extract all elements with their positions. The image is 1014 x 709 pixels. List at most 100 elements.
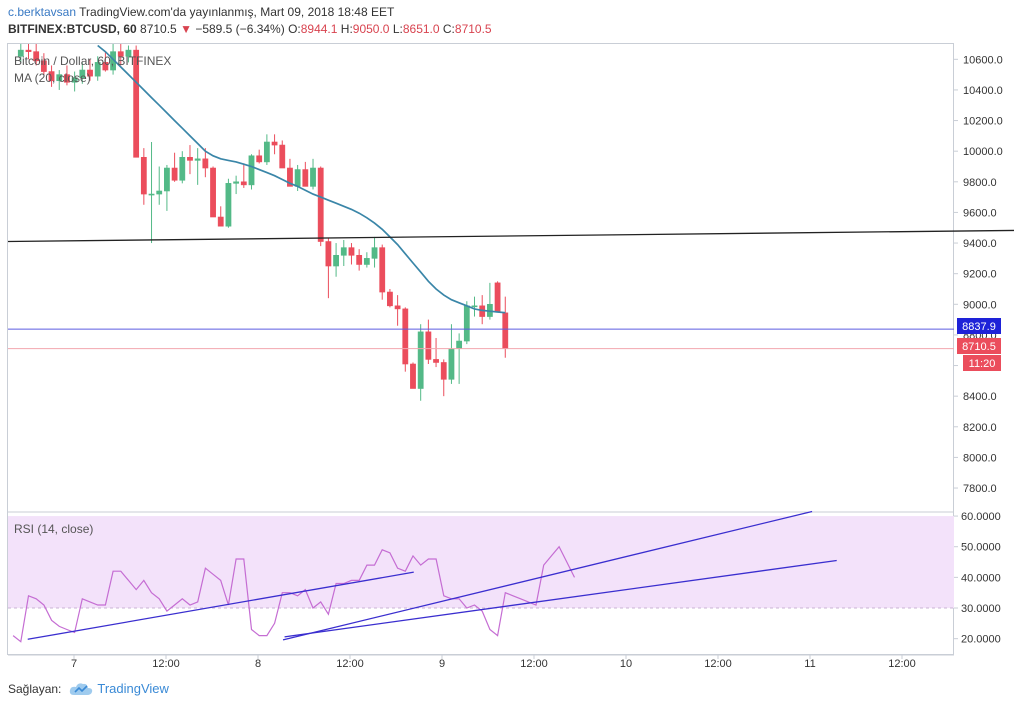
candle-body <box>294 169 301 187</box>
time-axis[interactable]: 7 12:00 8 12:00 9 12:00 10 12:00 11 12:00 <box>71 655 916 670</box>
rsi-trend-line-3[interactable] <box>284 559 837 638</box>
candle[interactable] <box>271 134 278 155</box>
time-tick-label: 8 <box>255 658 261 670</box>
candle-body <box>287 167 293 187</box>
candle[interactable] <box>379 244 386 300</box>
candle-body <box>233 181 240 184</box>
publisher-line: c.berktavsan TradingView.com'da yayınlan… <box>8 5 394 19</box>
candle[interactable] <box>164 164 170 211</box>
candle[interactable] <box>256 149 263 164</box>
candle[interactable] <box>494 281 501 313</box>
time-tick-label: 10 <box>620 658 632 670</box>
candle[interactable] <box>25 44 32 60</box>
candle[interactable] <box>33 44 40 66</box>
candle[interactable] <box>117 44 124 66</box>
candle[interactable] <box>56 70 63 90</box>
candle[interactable] <box>456 333 463 384</box>
candle[interactable] <box>440 359 447 397</box>
candle[interactable] <box>17 44 24 63</box>
candle[interactable] <box>486 282 493 320</box>
candle[interactable] <box>248 154 255 190</box>
candle[interactable] <box>417 324 424 401</box>
candle[interactable] <box>156 166 163 205</box>
price-tick-label: 9400.0 <box>963 238 997 250</box>
candle[interactable] <box>310 158 316 190</box>
candle[interactable] <box>194 148 201 185</box>
rsi-legend[interactable]: RSI (14, close) <box>14 522 94 536</box>
candle[interactable] <box>179 151 186 184</box>
candle[interactable] <box>333 243 339 277</box>
provided-by-label: Sağlayan: <box>8 681 62 696</box>
candle[interactable] <box>140 148 147 205</box>
candle[interactable] <box>317 166 324 247</box>
price-axis[interactable]: 7800.08000.08200.08400.08600.08800.09000… <box>954 54 1003 495</box>
price-tick-label: 9200.0 <box>963 269 997 281</box>
candle[interactable] <box>187 145 193 175</box>
candle-body <box>271 141 278 146</box>
candle[interactable] <box>217 206 224 227</box>
candle[interactable] <box>48 65 55 87</box>
candle[interactable] <box>202 148 209 178</box>
candle[interactable] <box>125 45 132 63</box>
candle[interactable] <box>240 163 247 188</box>
candle[interactable] <box>79 62 86 84</box>
candle-body <box>356 254 363 265</box>
blue-line-label-box <box>957 318 1001 334</box>
candle[interactable] <box>340 239 347 267</box>
candle[interactable] <box>471 296 478 317</box>
candle[interactable] <box>394 295 401 326</box>
candle[interactable] <box>463 301 470 345</box>
ohlc-line: BITFINEX:BTCUSD, 60 8710.5 ▼ −589.5 (−6.… <box>8 22 492 36</box>
rsi-trend-line-2[interactable] <box>282 510 813 641</box>
candle[interactable] <box>287 158 293 187</box>
tradingview-link[interactable]: TradingView <box>69 681 169 696</box>
candle[interactable] <box>94 56 101 81</box>
candle-body <box>71 77 78 83</box>
candle[interactable] <box>87 59 93 81</box>
candle[interactable] <box>71 71 78 92</box>
ma-legend[interactable]: MA (20, close) <box>14 71 91 85</box>
candle[interactable] <box>102 51 109 72</box>
candle[interactable] <box>233 175 240 195</box>
candle[interactable] <box>148 141 155 244</box>
candle-body <box>456 340 463 349</box>
candle[interactable] <box>263 134 270 165</box>
trend-line[interactable] <box>7 229 1014 243</box>
candle[interactable] <box>371 236 378 268</box>
candle-body <box>371 247 378 259</box>
ma-line[interactable] <box>97 44 506 314</box>
candle[interactable] <box>210 166 216 218</box>
candles[interactable] <box>17 44 509 401</box>
candle[interactable] <box>356 249 363 271</box>
candle[interactable] <box>133 45 140 158</box>
candle[interactable] <box>64 65 70 86</box>
candle[interactable] <box>448 324 455 384</box>
candle[interactable] <box>302 161 309 187</box>
publisher-name[interactable]: c.berktavsan <box>8 5 77 19</box>
candle[interactable] <box>279 140 286 169</box>
candle-body <box>325 241 332 267</box>
candle-body <box>225 183 232 227</box>
countdown-label: 11:20 <box>969 358 996 370</box>
rsi-axis[interactable]: 20.0000 30.0000 40.0000 50.0000 60.0000 <box>954 511 1001 646</box>
candle[interactable] <box>348 243 355 265</box>
time-tick-label: 9 <box>439 658 445 670</box>
rsi-tick-label: 50.0000 <box>961 542 1001 554</box>
candle[interactable] <box>402 307 409 372</box>
candle[interactable] <box>363 252 370 268</box>
candle-body <box>240 181 247 186</box>
candle[interactable] <box>410 362 416 389</box>
price-tick-label: 10200.0 <box>963 116 1003 128</box>
candle[interactable] <box>433 337 439 368</box>
footer: Sağlayan: TradingView <box>8 681 169 696</box>
rsi-trend-line-1[interactable] <box>27 571 414 640</box>
candle[interactable] <box>225 178 232 228</box>
candle-body <box>340 247 347 256</box>
candle[interactable] <box>325 238 332 299</box>
candle[interactable] <box>171 152 178 182</box>
candle[interactable] <box>387 288 393 308</box>
candle[interactable] <box>425 319 432 365</box>
candle[interactable] <box>40 53 47 75</box>
symbol-legend[interactable]: Bitcoin / Dollar, 60, BITFINEX <box>14 54 172 68</box>
